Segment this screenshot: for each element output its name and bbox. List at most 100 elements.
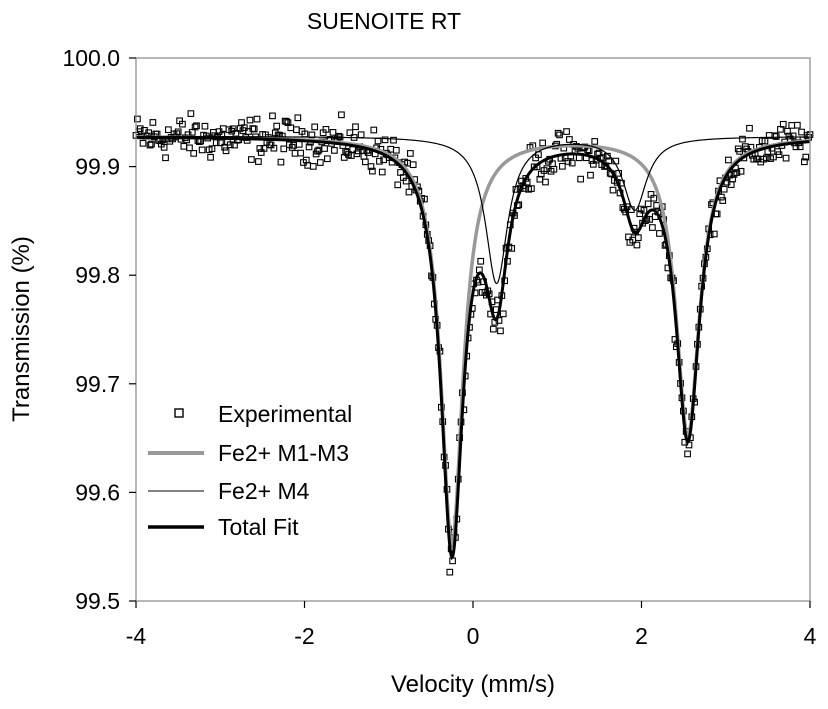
x-tick-label: -4 bbox=[126, 623, 147, 649]
experimental-point bbox=[644, 200, 652, 208]
experimental-point bbox=[449, 557, 456, 565]
experimental-point bbox=[190, 150, 198, 157]
experimental-point bbox=[405, 188, 413, 196]
experimental-point bbox=[174, 128, 182, 136]
experimental-point bbox=[367, 163, 375, 170]
experimental-point bbox=[270, 144, 278, 152]
y-axis-title: Transmission (%) bbox=[8, 236, 35, 422]
experimental-point bbox=[736, 148, 743, 155]
experimental-point bbox=[609, 186, 617, 194]
legend-label-total-fit: Total Fit bbox=[218, 514, 299, 540]
experimental-point bbox=[222, 147, 230, 155]
experimental-point bbox=[577, 175, 584, 183]
experimental-point bbox=[357, 131, 365, 139]
experimental-point bbox=[280, 145, 288, 153]
experimental-point bbox=[324, 155, 331, 163]
experimental-point bbox=[539, 139, 546, 147]
y-tick-label: 100.0 bbox=[62, 45, 120, 71]
experimental-point bbox=[729, 175, 736, 183]
experimental-point bbox=[775, 151, 783, 159]
experimental-point bbox=[566, 136, 573, 143]
experimental-point bbox=[394, 181, 402, 189]
x-tick-label: 0 bbox=[467, 623, 480, 649]
y-tick-label: 99.6 bbox=[75, 479, 120, 505]
experimental-point bbox=[634, 234, 642, 242]
experimental-point bbox=[746, 124, 753, 132]
experimental-point bbox=[739, 135, 746, 143]
experimental-point bbox=[346, 129, 354, 137]
experimental-point bbox=[376, 157, 383, 165]
experimental-point bbox=[293, 126, 300, 134]
experimental-point bbox=[294, 114, 302, 122]
experimental-point bbox=[165, 126, 172, 134]
experimental-point bbox=[733, 169, 741, 176]
experimental-point bbox=[162, 154, 169, 162]
experimental-point bbox=[556, 131, 563, 139]
experimental-point bbox=[208, 145, 216, 153]
experimental-point bbox=[362, 158, 369, 166]
x-axis-title: Velocity (mm/s) bbox=[391, 671, 555, 698]
x-tick-label: 2 bbox=[635, 623, 648, 649]
experimental-point bbox=[802, 153, 810, 161]
experimental-point bbox=[180, 142, 188, 150]
experimental-point bbox=[713, 210, 721, 218]
experimental-point bbox=[256, 145, 264, 152]
experimental-point bbox=[497, 327, 504, 335]
experimental-point bbox=[335, 132, 342, 140]
axis-ticks: -4 -2 0 2 4 99.5 99.6 99.7 99.8 99.9 100.0 bbox=[62, 45, 816, 649]
experimental-point bbox=[370, 126, 378, 134]
experimental-point bbox=[321, 145, 328, 152]
experimental-point bbox=[338, 111, 345, 119]
experimental-point bbox=[390, 136, 397, 144]
experimental-point bbox=[719, 197, 727, 204]
experimental-point bbox=[605, 157, 613, 165]
experimental-point bbox=[146, 141, 154, 149]
experimental-point bbox=[763, 154, 770, 162]
legend-label-fe2-m1-m3: Fe2+ M1-M3 bbox=[218, 440, 349, 466]
experimental-point bbox=[273, 122, 281, 130]
experimental-point bbox=[198, 146, 206, 154]
experimental-point bbox=[477, 257, 485, 265]
experimental-point bbox=[246, 116, 254, 124]
experimental-point bbox=[402, 177, 410, 185]
experimental-point bbox=[160, 144, 168, 151]
experimental-point bbox=[226, 141, 234, 149]
experimental-point bbox=[591, 138, 599, 145]
experimental-point bbox=[139, 139, 147, 147]
experimental-point bbox=[446, 568, 454, 576]
experimental-point bbox=[653, 202, 660, 209]
experimental-point bbox=[771, 132, 779, 140]
experimental-point bbox=[649, 224, 656, 231]
legend-label-experimental: Experimental bbox=[218, 401, 352, 427]
experimental-point bbox=[187, 110, 195, 117]
plot-content bbox=[132, 110, 814, 576]
experimental-point bbox=[782, 154, 790, 162]
experimental-point bbox=[179, 120, 186, 128]
y-tick-label: 99.5 bbox=[75, 588, 120, 614]
experimental-point bbox=[193, 122, 200, 130]
experimental-point bbox=[329, 129, 337, 136]
experimental-point bbox=[793, 121, 801, 129]
experimental-point bbox=[269, 112, 276, 120]
legend: Experimental Fe2+ M1-M3 Fe2+ M4 Total Fi… bbox=[148, 401, 352, 540]
experimental-point bbox=[595, 149, 603, 157]
experimental-point bbox=[490, 325, 497, 333]
experimental-point bbox=[784, 127, 791, 135]
experimental-point bbox=[316, 159, 324, 166]
experimental-point bbox=[277, 158, 285, 166]
experimental-point bbox=[241, 124, 248, 132]
experimental-point bbox=[409, 161, 417, 169]
y-tick-label: 99.9 bbox=[75, 154, 120, 180]
experimental-point bbox=[542, 178, 549, 186]
experimental-point bbox=[558, 162, 566, 170]
chart-title: SUENOITE RT bbox=[307, 8, 461, 34]
experimental-point bbox=[761, 137, 769, 145]
experimental-point bbox=[217, 139, 224, 147]
experimental-point bbox=[798, 128, 805, 136]
experimental-point bbox=[322, 126, 330, 133]
experimental-point bbox=[772, 133, 780, 140]
experimental-point bbox=[737, 167, 745, 175]
experimental-point bbox=[725, 156, 732, 164]
total-fit-curve bbox=[136, 135, 811, 561]
experimental-point bbox=[528, 185, 535, 192]
